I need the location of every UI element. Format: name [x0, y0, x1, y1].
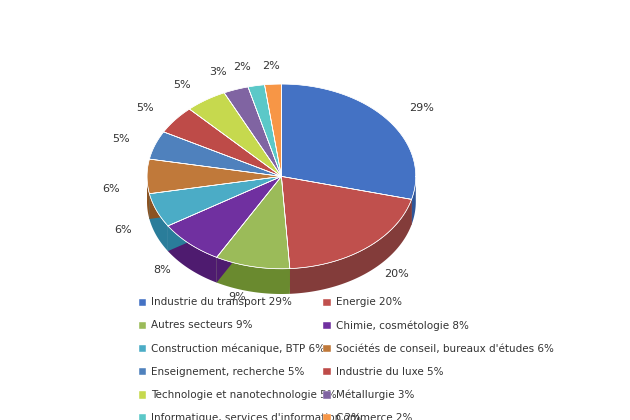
Polygon shape — [149, 176, 282, 219]
Text: 6%: 6% — [103, 184, 120, 194]
Polygon shape — [168, 226, 217, 283]
Bar — [139, 299, 146, 306]
Bar — [139, 391, 146, 399]
Polygon shape — [168, 176, 282, 251]
Text: 6%: 6% — [114, 225, 132, 235]
Text: Métallurgie 3%: Métallurgie 3% — [336, 390, 415, 400]
Bar — [323, 322, 331, 329]
Polygon shape — [411, 176, 416, 225]
Text: 2%: 2% — [263, 61, 280, 71]
Polygon shape — [149, 194, 168, 251]
Polygon shape — [217, 176, 290, 269]
Polygon shape — [149, 176, 282, 226]
Bar — [323, 368, 331, 375]
Text: 9%: 9% — [229, 292, 246, 302]
Polygon shape — [149, 176, 282, 219]
Bar — [323, 345, 331, 352]
Text: Informatique, services d'information 2%: Informatique, services d'information 2% — [151, 413, 361, 420]
Text: 5%: 5% — [173, 80, 191, 90]
Text: Enseignement, recherche 5%: Enseignement, recherche 5% — [151, 367, 304, 377]
Text: 29%: 29% — [409, 103, 433, 113]
Text: 3%: 3% — [209, 67, 227, 77]
Polygon shape — [147, 175, 149, 219]
Polygon shape — [282, 176, 411, 269]
Bar — [323, 299, 331, 306]
Polygon shape — [217, 176, 282, 283]
Text: 5%: 5% — [136, 103, 154, 113]
Text: 2%: 2% — [234, 63, 251, 73]
Text: Energie 20%: Energie 20% — [336, 297, 402, 307]
Bar — [139, 345, 146, 352]
Text: Chimie, cosmétologie 8%: Chimie, cosmétologie 8% — [336, 320, 469, 331]
Text: 8%: 8% — [153, 265, 171, 275]
Polygon shape — [149, 132, 282, 176]
Text: Autres secteurs 9%: Autres secteurs 9% — [151, 320, 253, 331]
Text: Construction mécanique, BTP 6%: Construction mécanique, BTP 6% — [151, 343, 325, 354]
Polygon shape — [282, 176, 411, 225]
Polygon shape — [248, 85, 282, 176]
Polygon shape — [290, 200, 411, 294]
Bar — [139, 368, 146, 375]
Polygon shape — [265, 84, 282, 176]
Polygon shape — [224, 87, 282, 176]
Polygon shape — [217, 257, 290, 294]
Bar — [323, 414, 331, 420]
Text: 20%: 20% — [384, 270, 409, 279]
Polygon shape — [147, 159, 282, 194]
Polygon shape — [282, 176, 290, 294]
Text: Commerce 2%: Commerce 2% — [336, 413, 413, 420]
Polygon shape — [217, 176, 282, 283]
Bar — [139, 322, 146, 329]
Polygon shape — [168, 176, 282, 257]
Polygon shape — [282, 84, 416, 200]
Text: Technologie et nanotechnologie 5%: Technologie et nanotechnologie 5% — [151, 390, 337, 400]
Text: Industrie du transport 29%: Industrie du transport 29% — [151, 297, 292, 307]
Text: 5%: 5% — [112, 134, 130, 144]
Bar — [139, 414, 146, 420]
Bar — [323, 391, 331, 399]
Polygon shape — [168, 176, 282, 251]
Polygon shape — [282, 176, 411, 225]
Polygon shape — [190, 93, 282, 176]
Text: Sociétés de conseil, bureaux d'études 6%: Sociétés de conseil, bureaux d'études 6% — [336, 344, 554, 354]
Polygon shape — [282, 176, 290, 294]
Text: Industrie du luxe 5%: Industrie du luxe 5% — [336, 367, 444, 377]
Polygon shape — [164, 109, 282, 176]
